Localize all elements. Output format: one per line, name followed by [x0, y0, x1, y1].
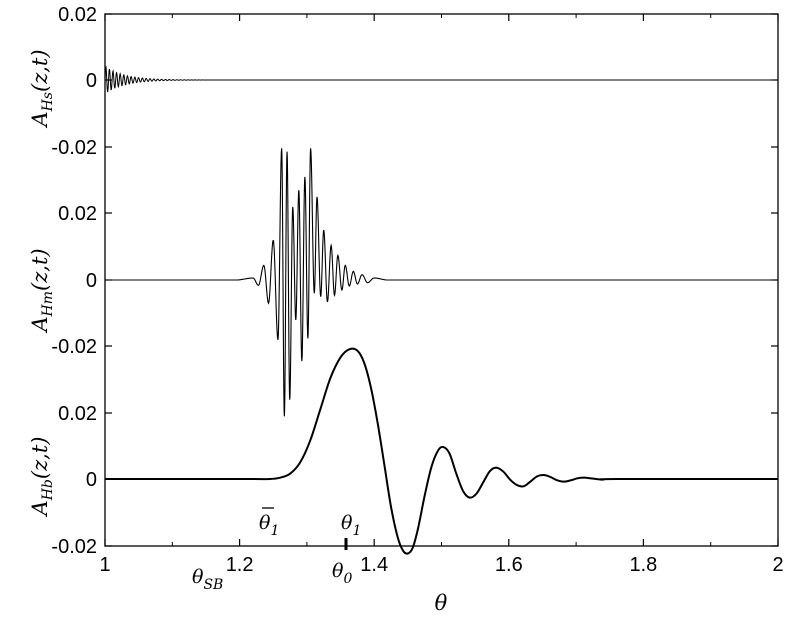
series-ahb-line	[104, 347, 779, 555]
series-ahs-line	[104, 65, 778, 93]
ann-theta-0: θ0	[332, 560, 352, 587]
ylabel-ahs: AHs(z,t)	[28, 49, 56, 128]
ann-theta-sb: θSB	[192, 566, 223, 593]
curves	[104, 65, 779, 555]
y-tick-label: -0.02	[51, 536, 97, 558]
x-tick-label: 1	[99, 554, 110, 576]
y-tick-label: 0	[86, 469, 97, 491]
xlabel: θ	[435, 591, 448, 615]
x-tick-label: 2	[772, 554, 783, 576]
y-tick-label: -0.02	[51, 336, 97, 358]
ylabel-ahb: AHb(z,t)	[28, 437, 56, 518]
ylabel-ahm: AHm(z,t)	[28, 248, 56, 333]
y-ticks: 0.02 0 -0.02 0.02 0 -0.02 0.02 0 -0.02	[51, 4, 778, 558]
ann-theta-1-bar: θ1	[259, 512, 279, 539]
x-tick-label: 1.4	[360, 554, 388, 576]
y-tick-label: 0.02	[58, 4, 97, 26]
y-tick-label: 0	[86, 70, 97, 92]
y-tick-label: 0	[86, 270, 97, 292]
y-tick-label: 0.02	[58, 403, 97, 425]
y-tick-label: 0.02	[58, 203, 97, 225]
ann-theta-1: θ1	[341, 512, 361, 539]
x-tick-label: 1.8	[629, 554, 657, 576]
y-tick-label: -0.02	[51, 137, 97, 159]
series-ahm-line	[105, 148, 778, 417]
x-tick-label: 1.2	[226, 554, 254, 576]
x-tick-label: 1.6	[495, 554, 523, 576]
x-ticks: 1 1.2 1.4 1.6 1.8 2	[99, 14, 784, 576]
